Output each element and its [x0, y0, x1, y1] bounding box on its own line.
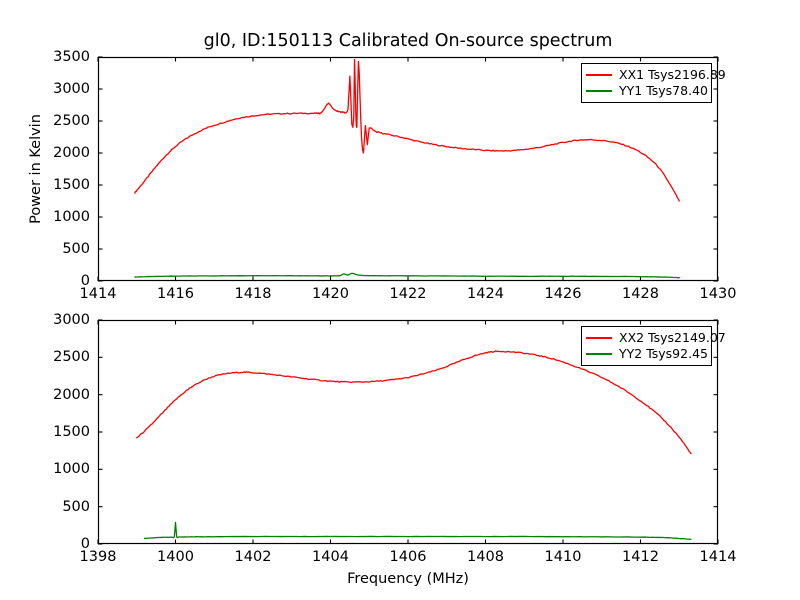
x-tick-label: 1418	[234, 286, 272, 302]
y-tick-label: 1500	[53, 177, 90, 193]
legend-swatch-icon	[586, 337, 612, 339]
x-tick-label: 1398	[79, 549, 117, 565]
legend-entry: XX1 Tsys2196.89	[586, 67, 726, 83]
x-tick-label: 1406	[389, 549, 427, 565]
y-tick-label: 500	[62, 241, 90, 257]
y-axis-label: Power in Kelvin	[28, 114, 44, 224]
data-trace	[134, 58, 680, 202]
x-tick-label: 1404	[312, 549, 349, 565]
top-panel-legend: XX1 Tsys2196.89 YY1 Tsys78.40	[581, 63, 726, 103]
legend-label: XX2 Tsys2149.07	[619, 330, 726, 345]
x-tick-label: 1412	[622, 549, 659, 565]
bottom-panel-plot	[97, 319, 719, 545]
y-tick-label: 3500	[53, 49, 90, 65]
data-trace	[134, 272, 680, 279]
legend-label: YY2 Tsys92.45	[619, 346, 708, 361]
x-tick-label: 1408	[467, 549, 504, 565]
x-tick-label: 1400	[157, 549, 194, 565]
x-tick-label: 1402	[234, 549, 272, 565]
y-tick-label: 0	[80, 273, 90, 289]
x-tick-label: 1420	[312, 286, 349, 302]
legend-entry: YY2 Tsys92.45	[586, 346, 708, 362]
page-title: gl0, ID:150113 Calibrated On-source spec…	[203, 31, 613, 51]
legend-entry: XX2 Tsys2149.07	[586, 330, 726, 346]
y-tick-label: 500	[62, 498, 90, 515]
y-tick-label: 1000	[53, 461, 90, 478]
y-tick-label: 3000	[53, 312, 90, 328]
y-tick-label: 3000	[53, 81, 90, 97]
legend-entry: YY1 Tsys78.40	[586, 83, 708, 99]
x-tick-label: 1416	[157, 286, 194, 302]
x-tick-label: 1430	[699, 286, 737, 302]
x-tick-label: 1414	[699, 549, 737, 565]
legend-label: XX1 Tsys2196.89	[619, 67, 726, 82]
y-tick-label: 1000	[53, 209, 90, 225]
legend-label: YY1 Tsys78.40	[619, 83, 708, 98]
data-trace	[136, 350, 692, 455]
y-tick-label: 2500	[53, 113, 90, 129]
x-tick-label: 1424	[467, 286, 504, 302]
x-tick-label: 1410	[544, 549, 582, 565]
legend-swatch-icon	[586, 353, 612, 355]
bottom-panel-legend: XX2 Tsys2149.07 YY2 Tsys92.45	[581, 326, 726, 366]
legend-swatch-icon	[586, 90, 612, 92]
y-tick-label: 1500	[53, 424, 90, 440]
y-tick-label: 2000	[53, 386, 90, 403]
y-tick-label: 0	[80, 536, 90, 552]
x-axis-label: Frequency (MHz)	[347, 571, 469, 587]
top-panel-plot	[97, 56, 719, 282]
y-tick-label: 2500	[53, 349, 90, 366]
legend-swatch-icon	[586, 74, 612, 76]
data-trace	[143, 521, 692, 541]
x-tick-label: 1422	[389, 286, 427, 302]
x-tick-label: 1414	[79, 286, 117, 302]
x-tick-label: 1426	[544, 286, 582, 302]
y-tick-label: 2000	[53, 145, 90, 161]
x-tick-label: 1428	[622, 286, 659, 302]
